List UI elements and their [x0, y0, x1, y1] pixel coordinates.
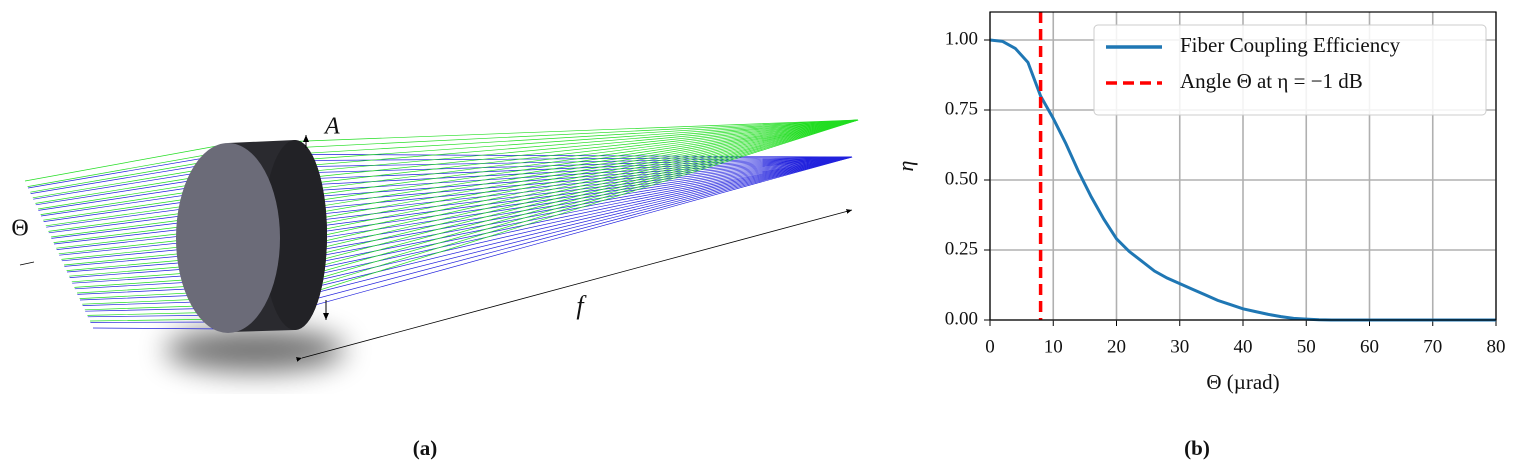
y-axis-label: η	[893, 161, 918, 172]
rays	[24, 119, 859, 330]
x-tick-label: 70	[1423, 336, 1442, 357]
x-tick-label: 0	[985, 336, 995, 357]
illustration: A Θ f	[11, 114, 859, 372]
x-tick-label: 20	[1107, 336, 1126, 357]
x-axis-label: Θ (µrad)	[1206, 370, 1279, 394]
y-tick-label: 1.00	[945, 28, 978, 49]
caption: (b)	[1184, 436, 1210, 460]
x-tick-label: 30	[1170, 336, 1189, 357]
y-tick-label: 0.50	[945, 168, 978, 189]
legend-box	[1093, 24, 1487, 116]
aperture-label: A	[323, 114, 340, 140]
x-tick-label: 80	[1487, 336, 1506, 357]
ray	[51, 156, 853, 239]
x-tick-label: 60	[1360, 336, 1379, 357]
ray	[43, 119, 859, 221]
x-tick-label: 50	[1297, 336, 1316, 357]
y-tick-label: 0.25	[945, 238, 978, 259]
caption: (a)	[413, 436, 438, 460]
focal-label: f	[576, 291, 587, 320]
legend-label: Angle Θ at η = −1 dB	[1180, 69, 1363, 93]
plot-frame	[989, 11, 1497, 321]
lens-shadow	[165, 328, 345, 372]
legend-label: Fiber Coupling Efficiency	[1180, 33, 1401, 57]
angle-mark	[19, 261, 35, 266]
focal-dimension	[295, 209, 853, 362]
y-tick-label: 0.00	[945, 308, 978, 329]
chart: 0 10 20 30 40 50 60 70 80 0.00 0.25 0.50 0.75 1.00 Fib…	[893, 11, 1506, 394]
x-tick-label: 40	[1234, 336, 1253, 357]
x-tick-label: 10	[1044, 336, 1063, 357]
y-tick-label: 0.75	[945, 98, 978, 119]
ray	[53, 119, 859, 243]
lens-front	[176, 143, 280, 333]
angle-label: Θ	[11, 216, 28, 242]
